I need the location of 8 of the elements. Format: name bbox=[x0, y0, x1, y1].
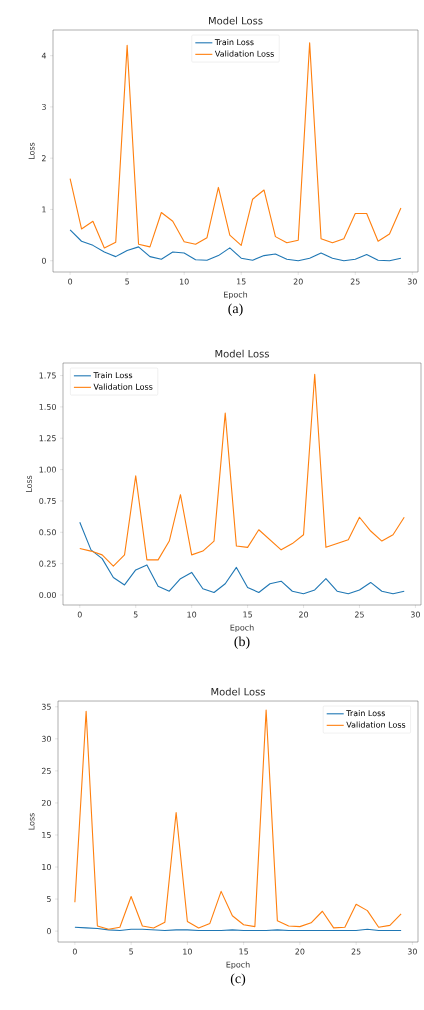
line-series bbox=[69, 229, 402, 262]
chart-title: Model Loss bbox=[209, 16, 263, 25]
chart-title: Model Loss bbox=[211, 687, 265, 696]
chart-title: Model Loss bbox=[215, 349, 269, 358]
line-series bbox=[79, 521, 405, 595]
text: (a) bbox=[228, 303, 243, 317]
text: (c) bbox=[230, 973, 246, 987]
text: (b) bbox=[234, 636, 250, 650]
